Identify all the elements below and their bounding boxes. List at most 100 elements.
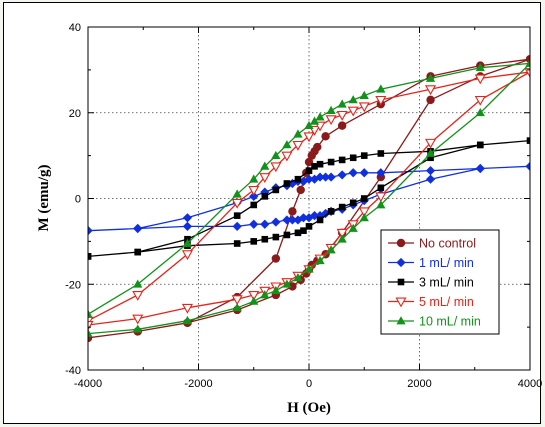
legend-label: 1 mL/ min <box>419 256 474 270</box>
data-point <box>304 213 314 223</box>
data-point <box>336 110 348 121</box>
data-point <box>425 73 436 82</box>
data-point <box>475 163 485 174</box>
data-point <box>475 107 485 117</box>
data-point <box>249 296 259 305</box>
data-point <box>358 102 370 113</box>
data-point <box>233 240 241 247</box>
legend-marker <box>395 297 407 308</box>
data-point <box>476 141 484 149</box>
data-point <box>261 235 269 243</box>
data-point <box>249 191 259 201</box>
data-point <box>133 223 143 234</box>
data-point <box>326 105 336 115</box>
series-group <box>88 54 530 343</box>
data-point <box>300 227 307 234</box>
data-point <box>271 150 281 160</box>
data-point <box>359 168 369 178</box>
data-point <box>287 215 298 225</box>
data-point <box>271 285 281 295</box>
x-tick-label: -2000 <box>184 378 212 390</box>
data-point <box>270 162 282 173</box>
data-point <box>283 231 291 239</box>
data-point <box>337 99 347 108</box>
y-tick-label: -40 <box>65 365 81 377</box>
data-point <box>250 238 258 245</box>
y-tick-label: 0 <box>75 194 81 206</box>
data-point <box>376 200 386 209</box>
legend-item: 10 mL/ min <box>388 315 481 329</box>
data-point <box>260 290 270 299</box>
data-point <box>474 74 486 85</box>
data-point <box>296 185 305 195</box>
data-point <box>337 170 347 180</box>
data-point <box>282 215 292 225</box>
data-point <box>309 116 320 125</box>
data-point <box>375 192 387 203</box>
data-point <box>132 314 144 325</box>
y-tick-label: 40 <box>69 22 81 34</box>
data-point <box>272 233 280 241</box>
data-point <box>309 211 320 221</box>
data-point <box>325 115 337 126</box>
data-point <box>88 226 93 236</box>
legend: No control 1 mL/ min 3 mL/ min 5 mL/ min 10 … <box>380 229 500 335</box>
series-2 <box>88 137 530 260</box>
data-point <box>360 152 368 159</box>
x-tick-label: -4000 <box>74 378 102 390</box>
data-point <box>475 62 485 72</box>
legend-label: 5 mL/ min <box>419 295 474 309</box>
data-point <box>182 213 193 223</box>
data-point <box>311 163 318 170</box>
data-point <box>525 58 530 67</box>
data-point <box>261 193 269 200</box>
legend-marker <box>397 278 405 286</box>
data-point <box>249 219 259 229</box>
y-tick-label: -20 <box>65 279 81 291</box>
data-point <box>305 223 313 230</box>
legend-marker <box>396 257 406 268</box>
data-point <box>88 321 94 331</box>
data-point <box>281 151 293 162</box>
data-point <box>292 140 304 151</box>
data-point <box>248 185 260 196</box>
data-point <box>248 291 260 301</box>
data-point <box>313 142 322 152</box>
axis-ticks: -4000 -2000 0 2000 4000 -40 -20 0 20 40 <box>65 22 542 390</box>
legend-marker <box>396 316 406 325</box>
data-point <box>348 95 358 104</box>
data-point <box>320 172 331 182</box>
data-point <box>259 173 271 183</box>
data-point <box>426 95 435 105</box>
x-tick-label: 4000 <box>518 378 542 390</box>
data-point <box>181 250 193 261</box>
data-point <box>425 148 436 157</box>
data-point <box>376 84 386 93</box>
data-point <box>304 120 314 130</box>
data-point <box>133 279 143 288</box>
data-point <box>326 245 336 254</box>
data-point <box>181 303 193 314</box>
data-point <box>232 189 242 198</box>
data-point <box>249 174 259 183</box>
data-point <box>377 150 385 157</box>
data-point <box>327 158 335 166</box>
data-point <box>348 168 358 178</box>
data-point <box>321 132 330 141</box>
data-point <box>349 154 357 162</box>
data-point <box>293 129 303 138</box>
data-point <box>524 68 530 78</box>
data-point <box>260 161 270 170</box>
legend-item: 3 mL/ min <box>388 276 474 290</box>
data-point <box>272 186 280 194</box>
data-point <box>427 154 434 162</box>
series-4 <box>88 58 530 337</box>
data-point <box>358 207 370 218</box>
data-point <box>132 291 144 301</box>
data-point <box>338 156 346 164</box>
data-point <box>338 203 346 211</box>
data-point <box>337 234 347 243</box>
data-point <box>348 223 358 232</box>
